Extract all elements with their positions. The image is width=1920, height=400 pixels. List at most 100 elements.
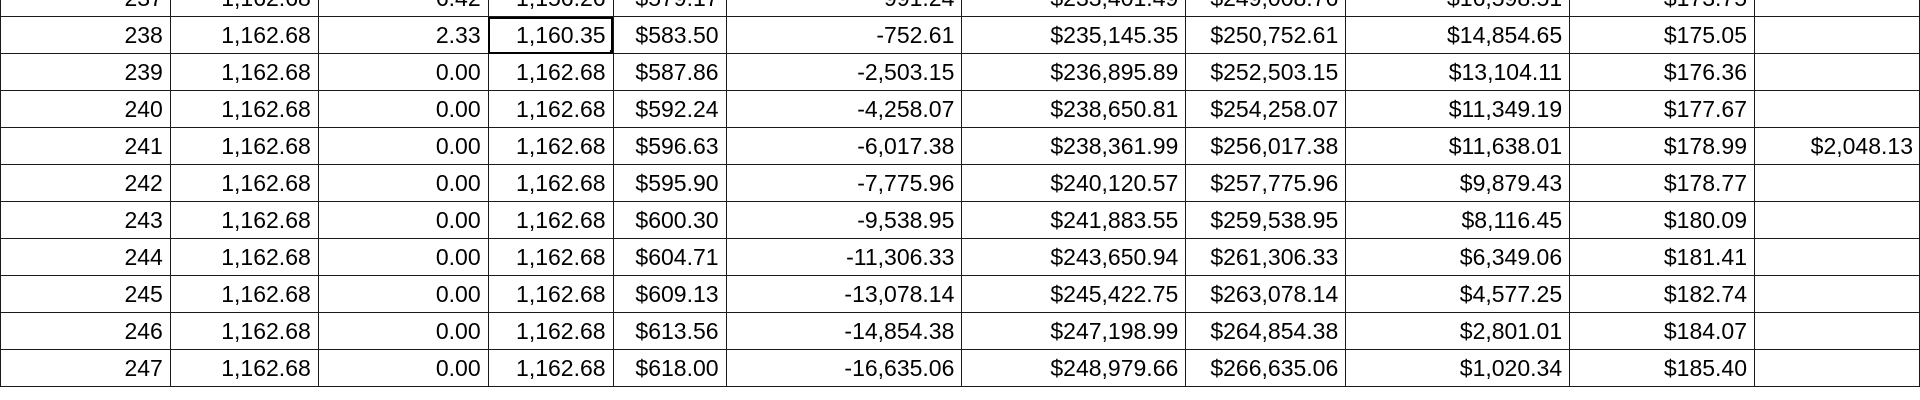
cell-fee[interactable]: $185.40	[1569, 349, 1755, 387]
cell-balance-diff[interactable]: 991.24	[725, 0, 963, 17]
cell-cumulative-a[interactable]: $236,895.89	[961, 53, 1187, 91]
cell-cumulative-b[interactable]: $266,635.06	[1185, 349, 1347, 387]
cell-balance-diff[interactable]: -4,258.07	[725, 90, 963, 128]
cell-row-number[interactable]: 241	[0, 127, 171, 165]
cell-cumulative-b[interactable]: $252,503.15	[1185, 53, 1347, 91]
cell-cumulative-b[interactable]: $254,258.07	[1185, 90, 1347, 128]
cell-remaining[interactable]: $6,349.06	[1345, 238, 1571, 276]
cell-payment[interactable]: 1,162.68	[169, 90, 319, 128]
cell-balance-diff[interactable]: -13,078.14	[725, 275, 963, 313]
cell-cumulative-a[interactable]: $238,361.99	[961, 127, 1187, 165]
cell-fee[interactable]: $176.36	[1569, 53, 1755, 91]
cell-principal-due[interactable]: 1,162.68	[487, 53, 614, 91]
cell-payment[interactable]: 1,162.68	[169, 201, 319, 239]
cell-payment[interactable]: 1,162.68	[169, 16, 319, 54]
cell-cumulative-a[interactable]: $248,979.66	[961, 349, 1187, 387]
cell-interest[interactable]: $613.56	[612, 312, 727, 350]
cell-payment[interactable]: 1,162.68	[169, 349, 319, 387]
cell-principal-due[interactable]: 1,156.26	[487, 0, 614, 17]
cell-extra[interactable]: 6.42	[317, 0, 489, 17]
cell-cumulative-b[interactable]: $249,008.76	[1185, 0, 1347, 17]
cell-fee[interactable]: $182.74	[1569, 275, 1755, 313]
cell-extra[interactable]: 0.00	[317, 238, 489, 276]
cell-remaining[interactable]: $4,577.25	[1345, 275, 1571, 313]
cell-adjustment[interactable]	[1754, 164, 1920, 202]
cell-extra[interactable]: 0.00	[317, 164, 489, 202]
cell-cumulative-a[interactable]: $238,650.81	[961, 90, 1187, 128]
cell-balance-diff[interactable]: -7,775.96	[725, 164, 963, 202]
cell-cumulative-b[interactable]: $250,752.61	[1185, 16, 1347, 54]
cell-extra[interactable]: 0.00	[317, 127, 489, 165]
cell-interest[interactable]: $587.86	[612, 53, 727, 91]
cell-interest[interactable]: $579.17	[612, 0, 727, 17]
cell-row-number[interactable]: 242	[0, 164, 171, 202]
cell-balance-diff[interactable]: -6,017.38	[725, 127, 963, 165]
cell-adjustment[interactable]: $2,048.13	[1754, 127, 1920, 165]
cell-fee[interactable]: $181.41	[1569, 238, 1755, 276]
cell-payment[interactable]: 1,162.68	[169, 164, 319, 202]
cell-cumulative-b[interactable]: $257,775.96	[1185, 164, 1347, 202]
cell-row-number[interactable]: 238	[0, 16, 171, 54]
cell-interest[interactable]: $583.50	[612, 16, 727, 54]
cell-adjustment[interactable]	[1754, 0, 1920, 17]
cell-remaining[interactable]: $11,349.19	[1345, 90, 1571, 128]
cell-fee[interactable]: $173.75	[1569, 0, 1755, 17]
cell-interest[interactable]: $609.13	[612, 275, 727, 313]
cell-remaining[interactable]: $1,020.34	[1345, 349, 1571, 387]
cell-remaining[interactable]: $13,104.11	[1345, 53, 1571, 91]
cell-adjustment[interactable]	[1754, 90, 1920, 128]
cell-cumulative-b[interactable]: $259,538.95	[1185, 201, 1347, 239]
cell-fee[interactable]: $178.77	[1569, 164, 1755, 202]
cell-cumulative-a[interactable]: $233,401.49	[961, 0, 1187, 17]
cell-cumulative-a[interactable]: $241,883.55	[961, 201, 1187, 239]
cell-row-number[interactable]: 239	[0, 53, 171, 91]
cell-adjustment[interactable]	[1754, 16, 1920, 54]
cell-payment[interactable]: 1,162.68	[169, 238, 319, 276]
cell-cumulative-a[interactable]: $245,422.75	[961, 275, 1187, 313]
cell-balance-diff[interactable]: -2,503.15	[725, 53, 963, 91]
cell-remaining[interactable]: $9,879.43	[1345, 164, 1571, 202]
cell-adjustment[interactable]	[1754, 312, 1920, 350]
cell-principal-due[interactable]: 1,162.68	[487, 127, 614, 165]
cell-cumulative-a[interactable]: $240,120.57	[961, 164, 1187, 202]
cell-row-number[interactable]: 240	[0, 90, 171, 128]
cell-row-number[interactable]: 244	[0, 238, 171, 276]
cell-payment[interactable]: 1,162.68	[169, 53, 319, 91]
cell-principal-due[interactable]: 1,162.68	[487, 275, 614, 313]
cell-interest[interactable]: $595.90	[612, 164, 727, 202]
cell-cumulative-b[interactable]: $264,854.38	[1185, 312, 1347, 350]
cell-remaining[interactable]: $2,801.01	[1345, 312, 1571, 350]
cell-extra[interactable]: 0.00	[317, 53, 489, 91]
cell-principal-due[interactable]: 1,162.68	[487, 349, 614, 387]
cell-principal-due[interactable]: 1,162.68	[487, 201, 614, 239]
cell-extra[interactable]: 0.00	[317, 349, 489, 387]
cell-remaining[interactable]: $16,598.51	[1345, 0, 1571, 17]
cell-extra[interactable]: 0.00	[317, 201, 489, 239]
cell-row-number[interactable]: 245	[0, 275, 171, 313]
cell-remaining[interactable]: $11,638.01	[1345, 127, 1571, 165]
cell-fee[interactable]: $177.67	[1569, 90, 1755, 128]
cell-fee[interactable]: $184.07	[1569, 312, 1755, 350]
cell-adjustment[interactable]	[1754, 275, 1920, 313]
cell-principal-due[interactable]: 1,162.68	[487, 238, 614, 276]
cell-principal-due[interactable]: 1,162.68	[487, 312, 614, 350]
cell-extra[interactable]: 0.00	[317, 312, 489, 350]
cell-cumulative-b[interactable]: $256,017.38	[1185, 127, 1347, 165]
cell-cumulative-a[interactable]: $243,650.94	[961, 238, 1187, 276]
cell-balance-diff[interactable]: -752.61	[725, 16, 963, 54]
cell-extra[interactable]: 0.00	[317, 90, 489, 128]
cell-balance-diff[interactable]: -11,306.33	[725, 238, 963, 276]
cell-remaining[interactable]: $8,116.45	[1345, 201, 1571, 239]
cell-extra[interactable]: 0.00	[317, 275, 489, 313]
cell-balance-diff[interactable]: -16,635.06	[725, 349, 963, 387]
cell-fee[interactable]: $178.99	[1569, 127, 1755, 165]
cell-cumulative-a[interactable]: $235,145.35	[961, 16, 1187, 54]
cell-principal-due[interactable]: 1,162.68	[487, 164, 614, 202]
cell-adjustment[interactable]	[1754, 349, 1920, 387]
cell-remaining[interactable]: $14,854.65	[1345, 16, 1571, 54]
cell-row-number[interactable]: 246	[0, 312, 171, 350]
cell-row-number[interactable]: 243	[0, 201, 171, 239]
cell-interest[interactable]: $596.63	[612, 127, 727, 165]
cell-cumulative-b[interactable]: $261,306.33	[1185, 238, 1347, 276]
cell-adjustment[interactable]	[1754, 238, 1920, 276]
